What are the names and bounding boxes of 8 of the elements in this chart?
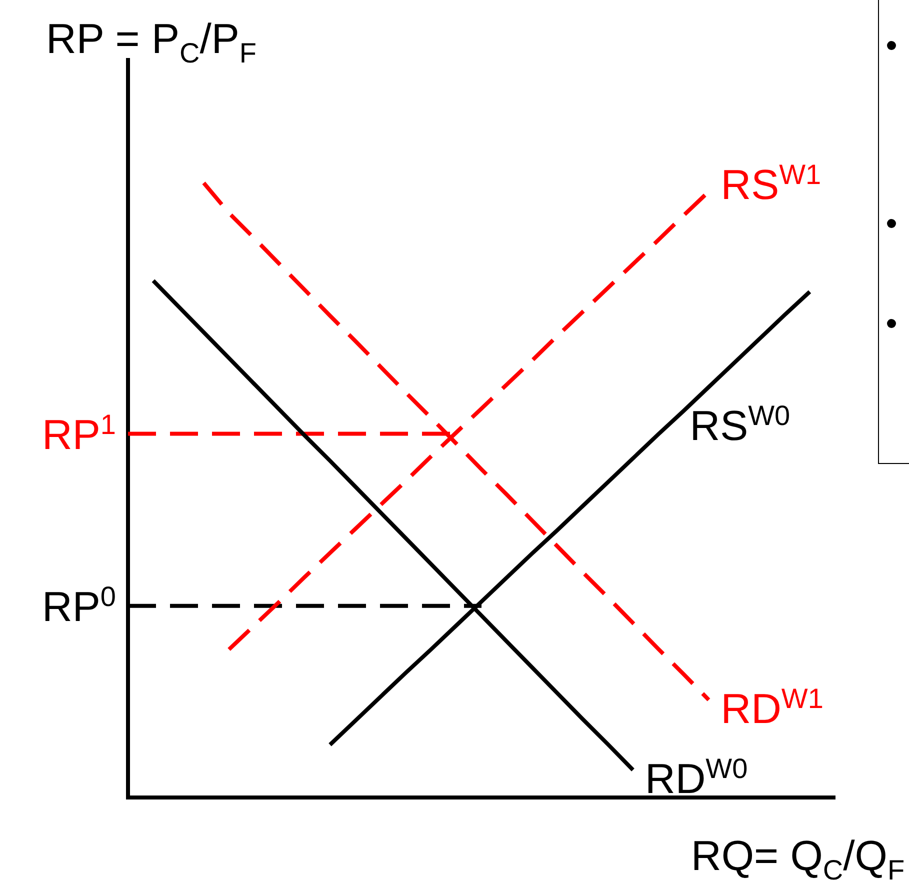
series-label: RP$^{1}$ (42, 409, 116, 458)
series-label: RS$^{W1}$ (720, 159, 822, 208)
y-axis-title: RP = P$_{C}$/P$_{F}$ (46, 15, 256, 68)
series-label: RD$^{W1}$ (720, 683, 824, 732)
series-label: RD$^{W0}$ (645, 753, 748, 802)
x-axis-title: RQ= Q$_{C}$/Q$_{F}$ (691, 832, 905, 885)
series-label: RP$^{0}$ (42, 581, 116, 630)
series-label: RS$^{W0}$ (690, 400, 790, 449)
